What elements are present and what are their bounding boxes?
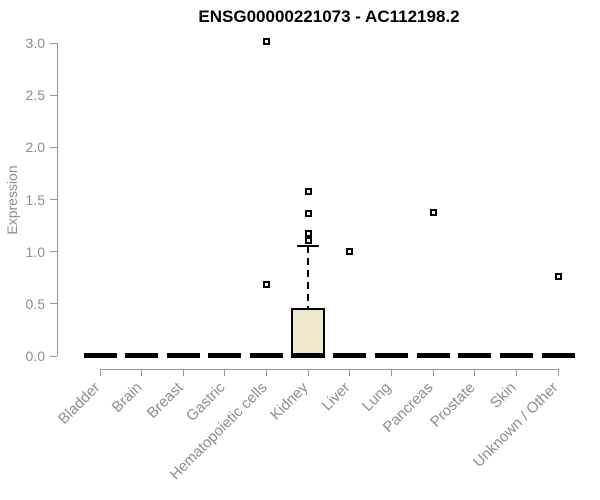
outlier-point <box>346 248 354 256</box>
x-tick-label-text: Bladder <box>54 379 104 428</box>
median-bar <box>166 353 200 358</box>
x-tick <box>390 369 392 376</box>
x-tick <box>432 369 434 376</box>
median-bar <box>541 353 575 358</box>
median-bar <box>250 353 284 358</box>
outlier-point <box>304 230 312 238</box>
median-bar <box>458 353 492 358</box>
y-tick-label: 1.0 <box>25 243 45 260</box>
y-tick-label: 1.5 <box>25 191 45 208</box>
median-bar <box>333 353 367 358</box>
y-tick-label: 2.0 <box>25 139 45 156</box>
outlier-point <box>263 280 271 288</box>
median-bar <box>291 353 325 358</box>
x-tick <box>307 369 309 376</box>
outlier-point <box>304 236 312 244</box>
x-tick <box>182 369 184 376</box>
median-bar <box>125 353 159 358</box>
outlier-point <box>304 187 312 195</box>
x-tick <box>557 369 559 376</box>
x-tick-label-text: Prostate <box>426 379 479 431</box>
y-tick <box>50 199 57 200</box>
y-tick <box>50 303 57 305</box>
x-tick <box>141 369 143 376</box>
y-tick-label: 0.5 <box>25 295 45 312</box>
x-tick <box>474 369 476 376</box>
outlier-point <box>554 273 562 281</box>
x-tick <box>266 369 268 376</box>
median-bar <box>208 353 242 358</box>
x-tick-label-text: Breast <box>144 379 187 422</box>
x-tick <box>99 369 101 376</box>
x-tick-label-text: Lung <box>359 379 395 415</box>
median-bar <box>374 353 408 358</box>
median-bar <box>416 353 450 358</box>
y-tick <box>50 146 57 148</box>
x-tick-label-text: Skin <box>487 379 520 412</box>
x-tick-label-text: Brain <box>108 379 146 416</box>
whisker <box>307 246 310 308</box>
y-tick-label: 2.5 <box>25 87 45 104</box>
y-axis-line <box>57 43 58 356</box>
y-tick <box>50 94 57 96</box>
median-bar <box>83 353 117 358</box>
y-tick <box>50 251 57 253</box>
y-tick <box>50 355 57 357</box>
outlier-point <box>263 38 271 46</box>
whisker-cap <box>297 245 320 248</box>
median-bar <box>499 353 533 358</box>
x-tick <box>515 369 517 376</box>
outlier-point <box>304 209 312 217</box>
x-axis-line <box>100 369 558 370</box>
y-tick-label: 0.0 <box>25 348 45 364</box>
x-tick-label-text: Kidney <box>267 379 312 424</box>
outlier-point <box>429 208 437 216</box>
x-tick-label-text: Liver <box>318 379 354 415</box>
box <box>291 308 326 358</box>
y-tick <box>50 42 57 44</box>
chart-title: ENSG00000221073 - AC112198.2 <box>198 7 460 26</box>
y-tick-label: 3.0 <box>25 35 45 51</box>
x-tick <box>349 369 351 376</box>
x-tick <box>224 369 226 376</box>
